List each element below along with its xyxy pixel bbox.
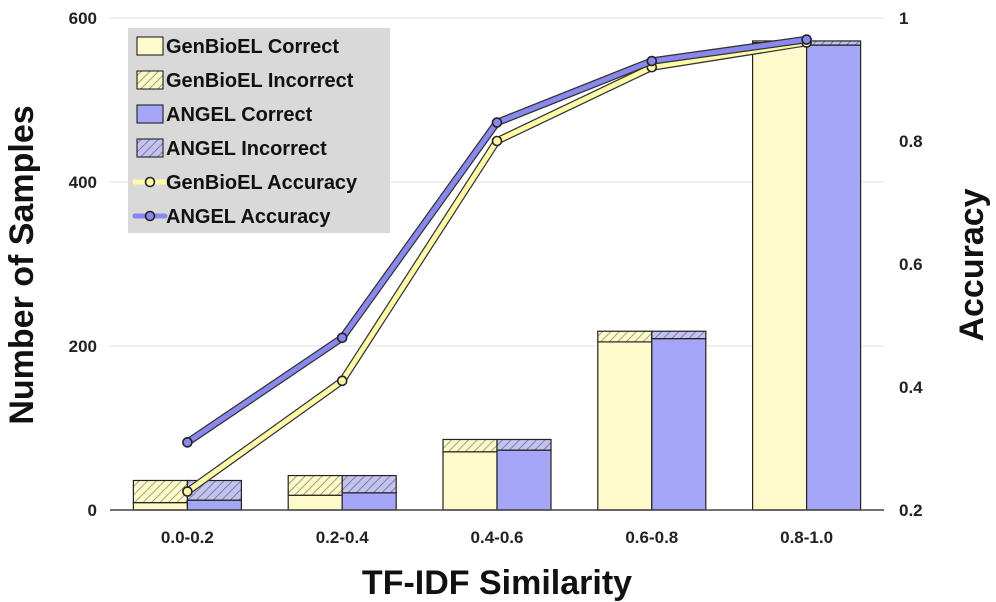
y2-tick-labels: 0.2 0.4 0.6 0.8 1 — [899, 9, 923, 520]
y-axis-title: Number of Samples — [3, 105, 41, 424]
bar-angel-incorrect-0.4-0.6 — [496, 438, 552, 451]
y2-tick-label-0.2: 0.2 — [899, 501, 923, 520]
point-angel-accuracy-0.0-0.2 — [182, 437, 193, 448]
y-tick-label-600: 600 — [69, 9, 97, 28]
y2-tick-label-0.4: 0.4 — [899, 378, 923, 397]
bar-genbioel-incorrect-0.4-0.6 — [442, 438, 498, 453]
bar-angel-correct-0.8-1.0 — [805, 44, 862, 511]
legend: GenBioEL Correct GenBioEL Incorrect ANGEL … — [128, 28, 390, 233]
bar-angel-correct-0.6-0.8 — [651, 338, 707, 511]
bar-genbioel-incorrect-0.6-0.8 — [597, 330, 653, 343]
legend-swatch-genbioel-correct — [136, 36, 164, 56]
bar-genbioel-correct-0.2-0.4 — [287, 494, 343, 511]
bar-angel-incorrect-0.2-0.4 — [341, 474, 397, 494]
bar-genbioel-incorrect-0.0-0.2 — [132, 479, 188, 504]
legend-label-angel-correct: ANGEL Correct — [166, 104, 313, 126]
bar-genbioel-incorrect-0.2-0.4 — [287, 474, 343, 496]
legend-background — [128, 28, 390, 233]
legend-label-genbioel-incorrect: GenBioEL Incorrect — [166, 70, 354, 92]
legend-label-genbioel-correct: GenBioEL Correct — [166, 36, 339, 58]
y2-tick-label-1: 1 — [899, 9, 908, 28]
y2-axis-title: Accuracy — [953, 188, 991, 341]
legend-swatch-genbioel-incorrect — [136, 70, 164, 90]
bar-genbioel-correct-0.6-0.8 — [597, 341, 653, 511]
legend-label-genbioel-accuracy: GenBioEL Accuracy — [166, 172, 358, 194]
bar-angel-correct-0.0-0.2 — [186, 499, 242, 511]
point-genbioel-accuracy-0.2-0.4 — [336, 375, 348, 387]
point-angel-accuracy-0.2-0.4 — [336, 332, 348, 344]
legend-marker-genbioel-accuracy — [144, 176, 156, 188]
bar-angel-incorrect-0.6-0.8 — [651, 330, 707, 340]
legend-label-angel-accuracy: ANGEL Accuracy — [166, 206, 331, 228]
x-tick-labels: 0.0-0.2 0.2-0.4 0.4-0.6 0.6-0.8 0.8-1.0 — [161, 528, 833, 547]
x-tick-label-0.6-0.8: 0.6-0.8 — [625, 528, 678, 547]
point-genbioel-accuracy-0.0-0.2 — [182, 486, 193, 497]
y2-tick-label-0.6: 0.6 — [899, 255, 923, 274]
point-angel-accuracy-0.8-1.0 — [801, 34, 812, 45]
y-tick-label-0: 0 — [88, 501, 97, 520]
y2-tick-label-0.8: 0.8 — [899, 132, 923, 151]
legend-swatch-angel-incorrect — [136, 138, 164, 158]
x-tick-label-0.4-0.6: 0.4-0.6 — [471, 528, 524, 547]
y-tick-label-200: 200 — [69, 337, 97, 356]
point-genbioel-accuracy-0.4-0.6 — [491, 135, 503, 147]
legend-marker-angel-accuracy — [144, 210, 156, 222]
legend-swatch-angel-correct — [136, 104, 164, 124]
bar-angel-correct-0.2-0.4 — [341, 492, 397, 511]
bar-angel-incorrect-0.8-1.0 — [805, 40, 862, 46]
bar-genbioel-correct-0.4-0.6 — [442, 451, 498, 511]
x-axis-title: TF-IDF Similarity — [362, 564, 632, 602]
legend-label-angel-incorrect: ANGEL Incorrect — [166, 138, 327, 160]
x-tick-label-0.0-0.2: 0.0-0.2 — [161, 528, 214, 547]
bar-genbioel-correct-0.0-0.2 — [132, 502, 188, 511]
bar-angel-correct-0.4-0.6 — [496, 449, 552, 511]
point-angel-accuracy-0.6-0.8 — [646, 55, 658, 67]
y-tick-labels: 0 200 400 600 — [69, 9, 97, 520]
lines — [182, 34, 812, 497]
y-tick-label-400: 400 — [69, 173, 97, 192]
bar-genbioel-correct-0.8-1.0 — [751, 41, 808, 511]
bars — [132, 40, 862, 511]
x-tick-label-0.2-0.4: 0.2-0.4 — [316, 528, 369, 547]
point-angel-accuracy-0.4-0.6 — [491, 117, 503, 128]
x-tick-label-0.8-1.0: 0.8-1.0 — [780, 528, 833, 547]
